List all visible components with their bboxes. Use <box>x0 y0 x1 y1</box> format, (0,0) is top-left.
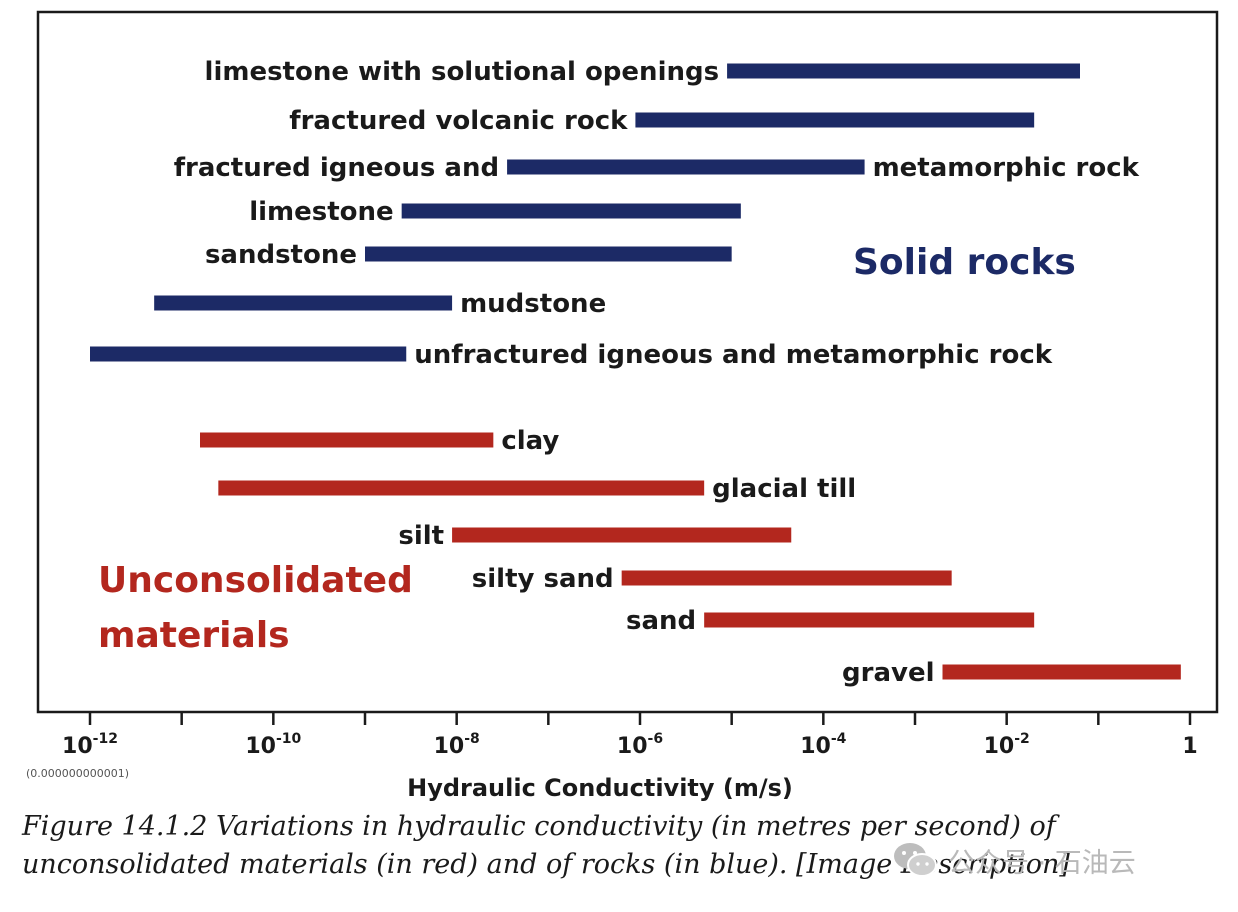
bar-mudstone <box>154 295 453 311</box>
bar-silty-sand <box>621 570 952 586</box>
bar-label-limestone: limestone <box>249 197 393 227</box>
bar-label-sand: sand <box>626 606 696 636</box>
bar-sand <box>704 612 1035 628</box>
bar-limestone-with-solutional-openings <box>727 63 1080 79</box>
group-label-materials: materials <box>98 615 290 656</box>
bar-glacial-till <box>218 480 705 496</box>
bar-label-clay: clay <box>501 426 559 456</box>
x-axis-label: Hydraulic Conductivity (m/s) <box>407 774 793 802</box>
bar-label-unfractured-igneous-and-metamorphic-rock: unfractured igneous and metamorphic rock <box>414 340 1053 370</box>
bar-silt <box>452 527 792 543</box>
x-tick-label: 10-10 <box>245 731 301 759</box>
wechat-icon <box>894 843 937 877</box>
bar-label-silt: silt <box>398 521 444 551</box>
watermark-text: 公众号 · 石油云 <box>948 847 1136 879</box>
x-tick-label: 10-12 <box>62 731 118 759</box>
group-label-solid-rocks: Solid rocks <box>853 242 1076 283</box>
x-axis-ticks: 10-12 10-10 10-8 10-6 10-4 10-2 1 <box>62 712 1198 759</box>
bar-labels: limestone with solutional openings fractu… <box>174 57 1140 688</box>
watermark: 公众号 · 石油云 <box>892 840 1136 880</box>
bar-clay <box>200 432 494 448</box>
bar-label-fractured-volcanic-rock: fractured volcanic rock <box>289 106 628 136</box>
bar-fractured-igneous-and-metamorphic-rock <box>507 159 865 175</box>
hydraulic-conductivity-chart: 10-12 10-10 10-8 10-6 10-4 10-2 1 limestone wi… <box>26 10 1219 802</box>
tick-note: (0.000000000001) <box>26 767 129 780</box>
bar-label-mudstone: mudstone <box>460 289 606 319</box>
bar-gravel <box>942 664 1181 680</box>
x-tick-label: 1 <box>1182 734 1197 759</box>
bar-label-sandstone: sandstone <box>205 240 357 270</box>
bar-label-left-fractured-igneous-and-metamorphic-rock: fractured igneous and <box>174 153 499 183</box>
bar-label-silty-sand: silty sand <box>472 564 614 594</box>
group-label-unconsolidated: Unconsolidated <box>98 560 413 601</box>
x-tick-label: 10-4 <box>800 731 846 759</box>
bar-limestone <box>401 203 741 219</box>
bar-label-limestone-with-solutional-openings: limestone with solutional openings <box>205 57 720 87</box>
plot-frame <box>36 10 1219 714</box>
x-tick-label: 10-6 <box>617 731 663 759</box>
x-tick-label: 10-2 <box>984 731 1030 759</box>
bar-unfractured-igneous-and-metamorphic-rock <box>90 346 407 362</box>
bar-label-right-fractured-igneous-and-metamorphic-rock: metamorphic rock <box>873 153 1140 183</box>
x-tick-label: 10-8 <box>434 731 480 759</box>
bar-sandstone <box>365 246 732 262</box>
bar-label-glacial-till: glacial till <box>712 474 856 504</box>
bar-fractured-volcanic-rock <box>635 112 1035 128</box>
bar-label-gravel: gravel <box>842 658 934 688</box>
range-bars <box>90 63 1181 680</box>
